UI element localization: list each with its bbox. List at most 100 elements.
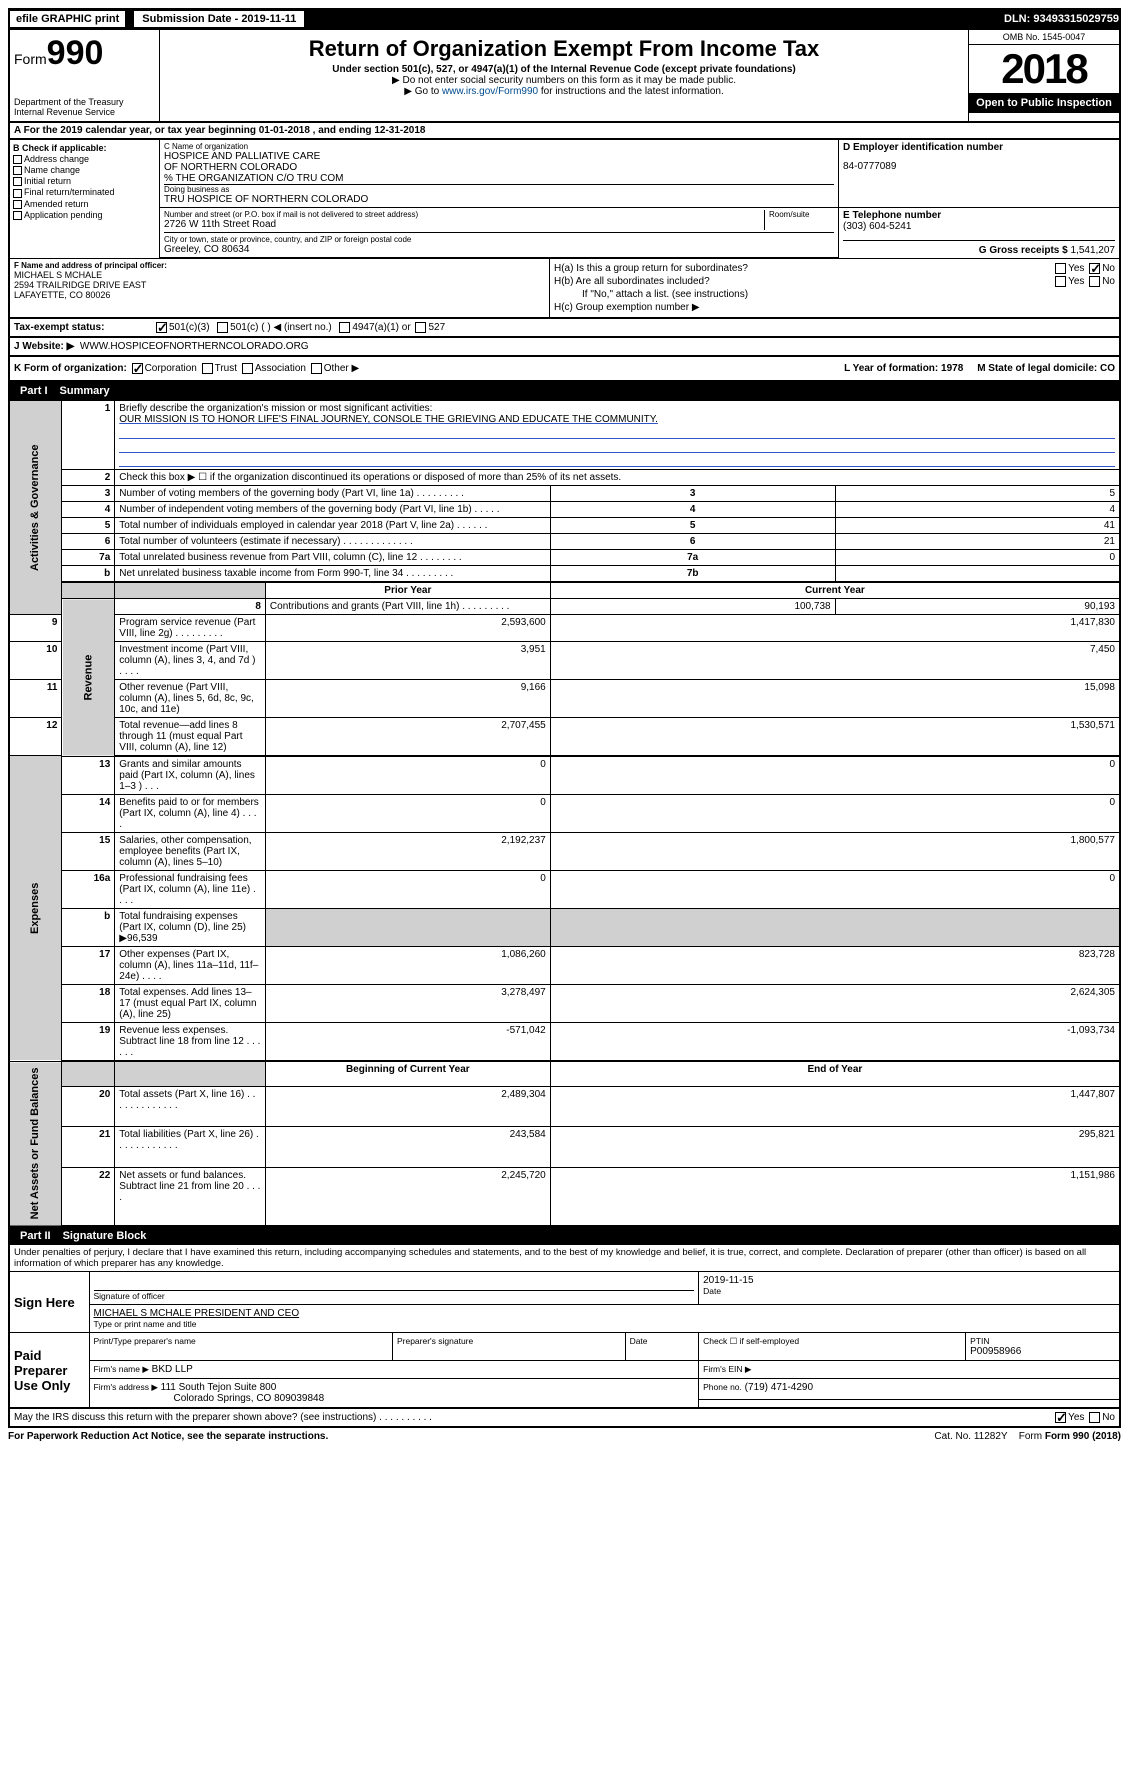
state-domicile: M State of legal domicile: CO	[977, 363, 1115, 374]
chk-501c[interactable]	[217, 322, 228, 333]
chk-527[interactable]	[415, 322, 426, 333]
firm-addr1: 111 South Tejon Suite 800	[161, 1382, 277, 1393]
dept-label: Department of the Treasury Internal Reve…	[14, 97, 155, 117]
chk-app-pending[interactable]	[13, 211, 22, 220]
vtab-expenses: Expenses	[9, 756, 62, 1061]
dln: DLN: 93493315029759	[1004, 13, 1119, 25]
arrow-note-2: ▶ Go to www.irs.gov/Form990 for instruct…	[164, 86, 964, 97]
c12: 1,530,571	[550, 718, 1120, 757]
vtab-revenue: Revenue	[62, 599, 115, 757]
header-left: Form990 Department of the Treasury Inter…	[10, 30, 160, 121]
perjury-declaration: Under penalties of perjury, I declare th…	[8, 1245, 1121, 1271]
block-bcdeg: B Check if applicable: Address change Na…	[8, 140, 1121, 258]
val-7b	[835, 566, 1120, 583]
form-header: Form990 Department of the Treasury Inter…	[8, 30, 1121, 123]
chk-final-return[interactable]	[13, 189, 22, 198]
top-bar: efile GRAPHIC print Submission Date - 20…	[8, 8, 1121, 30]
form-title: Return of Organization Exempt From Incom…	[164, 36, 964, 62]
efile-label: efile GRAPHIC print	[10, 11, 125, 27]
irs-discuss-row: May the IRS discuss this return with the…	[8, 1409, 1121, 1428]
row-j: J Website: ▶ WWW.HOSPICEOFNORTHERNCOLORA…	[8, 338, 1121, 357]
chk-ha-yes[interactable]	[1055, 263, 1066, 274]
ptin-value: P00958966	[970, 1346, 1115, 1357]
p22: 2,245,720	[265, 1168, 550, 1226]
chk-name-change[interactable]	[13, 166, 22, 175]
website-value: WWW.HOSPICEOFNORTHERNCOLORADO.ORG	[80, 341, 309, 352]
p11: 9,166	[265, 680, 550, 718]
paid-preparer-label: Paid Preparer Use Only	[9, 1333, 89, 1409]
section-a: A For the 2019 calendar year, or tax yea…	[8, 123, 1121, 140]
chk-assoc[interactable]	[242, 363, 253, 374]
address-block: Number and street (or P.O. box if mail i…	[160, 208, 839, 258]
chk-501c3[interactable]	[156, 322, 167, 333]
chk-discuss-no[interactable]	[1089, 1412, 1100, 1423]
p16a: 0	[265, 871, 550, 909]
col-e-g: E Telephone number (303) 604-5241 G Gros…	[839, 208, 1119, 258]
p19: -571,042	[265, 1023, 550, 1062]
p21: 243,584	[265, 1127, 550, 1168]
p12: 2,707,455	[265, 718, 550, 757]
submission-date: Submission Date - 2019-11-11	[133, 10, 305, 28]
c14: 0	[550, 795, 1120, 833]
mission-text: OUR MISSION IS TO HONOR LIFE'S FINAL JOU…	[119, 414, 658, 425]
c16a: 0	[550, 871, 1120, 909]
p20: 2,489,304	[265, 1086, 550, 1127]
bottom-line: For Paperwork Reduction Act Notice, see …	[8, 1428, 1121, 1445]
firm-phone: (719) 471-4290	[745, 1382, 813, 1393]
c11: 15,098	[550, 680, 1120, 718]
chk-corp[interactable]	[132, 363, 143, 374]
c21: 295,821	[550, 1127, 1120, 1168]
firm-name: BKD LLP	[152, 1364, 193, 1375]
sign-here-label: Sign Here	[9, 1272, 89, 1333]
row-i: Tax-exempt status: 501(c)(3) 501(c) ( ) …	[8, 319, 1121, 338]
summary-table: Activities & Governance 1 Briefly descri…	[8, 400, 1121, 1227]
c13: 0	[550, 756, 1120, 795]
chk-address-change[interactable]	[13, 155, 22, 164]
val-4: 4	[835, 502, 1120, 518]
chk-initial-return[interactable]	[13, 177, 22, 186]
form-label: Form	[14, 51, 47, 67]
c10: 7,450	[550, 642, 1120, 680]
c8: 90,193	[835, 599, 1120, 615]
ein-value: 84-0777089	[843, 161, 1115, 172]
chk-amended[interactable]	[13, 200, 22, 209]
c9: 1,417,830	[550, 615, 1120, 642]
firm-addr2: Colorado Springs, CO 809039848	[174, 1393, 325, 1404]
vtab-netassets: Net Assets or Fund Balances	[9, 1061, 62, 1226]
val-6: 21	[835, 534, 1120, 550]
chk-discuss-yes[interactable]	[1055, 1412, 1066, 1423]
chk-ha-no[interactable]	[1089, 263, 1100, 274]
p13: 0	[265, 756, 550, 795]
open-public: Open to Public Inspection	[969, 93, 1119, 113]
form-subtitle: Under section 501(c), 527, or 4947(a)(1)…	[164, 64, 964, 75]
c15: 1,800,577	[550, 833, 1120, 871]
form-footer: Form Form 990 (2018)	[1019, 1431, 1121, 1442]
header-center: Return of Organization Exempt From Incom…	[160, 30, 969, 121]
year-formation: L Year of formation: 1978	[844, 363, 963, 374]
col-f: F Name and address of principal officer:…	[10, 259, 550, 317]
officer-name: MICHAEL S MCHALE PRESIDENT AND CEO	[94, 1308, 1116, 1319]
col-c: C Name of organization HOSPICE AND PALLI…	[160, 140, 1119, 258]
col-b-title: B Check if applicable:	[13, 143, 156, 153]
phone-value: (303) 604-5241	[843, 221, 1115, 232]
p8: 100,738	[550, 599, 835, 615]
p14: 0	[265, 795, 550, 833]
chk-hb-yes[interactable]	[1055, 276, 1066, 287]
val-7a: 0	[835, 550, 1120, 566]
p10: 3,951	[265, 642, 550, 680]
chk-hb-no[interactable]	[1089, 276, 1100, 287]
block-fh: F Name and address of principal officer:…	[8, 258, 1121, 319]
row-k: K Form of organization: Corporation Trus…	[8, 357, 1121, 382]
irs-link[interactable]: www.irs.gov/Form990	[442, 86, 538, 97]
c19: -1,093,734	[550, 1023, 1120, 1062]
col-h: H(a) Is this a group return for subordin…	[550, 259, 1119, 317]
chk-trust[interactable]	[202, 363, 213, 374]
org-name-block: C Name of organization HOSPICE AND PALLI…	[160, 140, 839, 208]
chk-other[interactable]	[311, 363, 322, 374]
cat-no: Cat. No. 11282Y	[934, 1431, 1007, 1442]
signature-table: Sign Here Signature of officer 2019-11-1…	[8, 1271, 1121, 1409]
chk-4947[interactable]	[339, 322, 350, 333]
c20: 1,447,807	[550, 1086, 1120, 1127]
part2-header: Part II Signature Block	[8, 1227, 1121, 1245]
p9: 2,593,600	[265, 615, 550, 642]
